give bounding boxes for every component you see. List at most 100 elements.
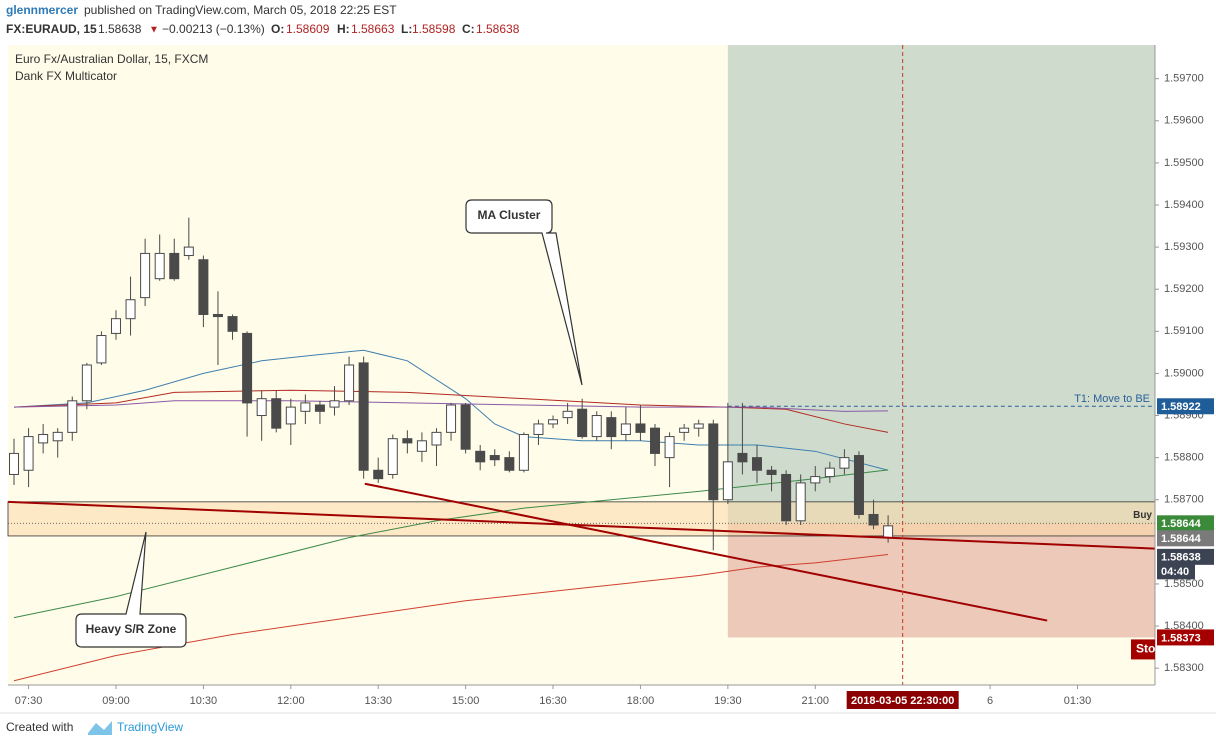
candle-body [824, 467, 835, 478]
y-tick-label: 1.59000 [1164, 367, 1204, 379]
candle-body [387, 438, 398, 475]
published: published on TradingView.com, March 05, … [84, 3, 397, 17]
x-tick-label: 01:30 [1064, 695, 1092, 707]
candle-body [212, 313, 223, 318]
candle-body [227, 316, 238, 332]
callout-ma-text: MA Cluster [478, 208, 541, 222]
candle-body [853, 455, 864, 515]
candle-body [198, 259, 209, 315]
x-tick-label: 07:30 [15, 695, 43, 707]
candle-body [169, 252, 180, 280]
moving-average [13, 389, 889, 433]
c-label: C: [462, 22, 475, 36]
candle-body [868, 513, 879, 526]
candle-body [344, 364, 355, 402]
last-price: 1.58638 [1161, 552, 1201, 564]
candle-body [548, 419, 559, 425]
candle-body [329, 400, 340, 408]
y-tick-label: 1.58800 [1164, 452, 1204, 464]
candle-body [67, 400, 78, 433]
candle-body [693, 423, 704, 429]
callouts: MA Cluster Heavy S/R Zone [75, 199, 583, 648]
stop-tag-box [1131, 639, 1155, 660]
candle-body [489, 455, 500, 461]
callout-ma [465, 199, 583, 386]
candle-body [416, 440, 427, 452]
candle-body [475, 450, 486, 463]
candle-body [256, 398, 267, 417]
candle-body [518, 433, 529, 471]
candle-body [431, 431, 442, 446]
candle-body [23, 436, 34, 471]
candle-body [781, 473, 792, 522]
candle-body [839, 457, 850, 469]
legend-title: Euro Fx/Australian Dollar, 15, FXCM [15, 52, 208, 66]
candle-body [766, 469, 777, 475]
last: 1.58638 [98, 22, 142, 36]
candle-body [620, 423, 631, 435]
x-tick-label: 16:30 [539, 695, 567, 707]
author[interactable]: glennmercer [6, 3, 78, 17]
x-tick-label: 13:30 [364, 695, 392, 707]
x-tick-label: 09:00 [102, 695, 130, 707]
target-zone [727, 45, 1155, 524]
candle-body [606, 417, 617, 438]
symbol: FX:EURAUD, 15 [6, 22, 97, 36]
candle-body [110, 318, 121, 334]
x-tick-label: 15:00 [452, 695, 480, 707]
candle-body [96, 335, 107, 364]
candle-body [446, 404, 457, 433]
candle-body [183, 246, 194, 257]
y-tick-label: 1.58500 [1164, 578, 1204, 590]
y-tick-label: 1.59100 [1164, 325, 1204, 337]
x-tick-label: 12:00 [277, 695, 305, 707]
crosshair-label: 2018-03-05 22:30:00 [851, 695, 954, 707]
candle-body [708, 423, 719, 501]
candle-body [314, 404, 325, 412]
countdown: 04:40 [1161, 566, 1189, 578]
candle-body [242, 332, 253, 404]
y-tick-label: 1.59500 [1164, 157, 1204, 169]
candle-body [591, 415, 602, 438]
candle-body [460, 404, 471, 450]
candle-body [577, 408, 588, 438]
candle-body [81, 364, 92, 402]
l-label: L: [401, 22, 412, 36]
l-value: 1.58598 [412, 22, 456, 36]
y-tick-label: 1.59400 [1164, 199, 1204, 211]
candle-body [664, 436, 675, 459]
arrow: ▼ [149, 25, 159, 36]
footer-brand[interactable]: TradingView [117, 720, 183, 734]
stop-price: 1.58373 [1161, 632, 1201, 644]
candle-body [883, 525, 894, 539]
h-value: 1.58663 [351, 22, 395, 36]
countdown-box [1157, 563, 1195, 580]
candle-body [562, 410, 573, 419]
sr-zone [7, 501, 1156, 537]
last-price-box [1157, 548, 1214, 565]
change: −0.00213 (−0.13%) [162, 22, 265, 36]
candle-body [533, 423, 544, 435]
crosshair-box [846, 691, 959, 709]
candle-body [402, 438, 413, 444]
trend-line [8, 500, 1156, 550]
candle-body [751, 457, 762, 471]
target-price-box [1157, 398, 1214, 415]
candle-body [300, 402, 311, 412]
y-tick-label: 1.59200 [1164, 283, 1204, 295]
target-price: 1.58922 [1161, 401, 1201, 413]
candle-body [722, 461, 733, 501]
stop-zone [727, 523, 1155, 638]
y-tick-label: 1.59300 [1164, 241, 1204, 253]
stop-tag: Sto [1136, 642, 1155, 656]
x-tick-label: 18:00 [627, 695, 655, 707]
candle-body [679, 427, 690, 433]
logo [88, 721, 112, 735]
y-tick-label: 1.59700 [1164, 73, 1204, 85]
entry-label: Buy [1133, 510, 1152, 521]
y-tick-label: 1.58700 [1164, 494, 1204, 506]
y-tick-label: 1.58400 [1164, 620, 1204, 632]
candle-body [125, 299, 136, 320]
stop-price-box [1157, 629, 1214, 646]
